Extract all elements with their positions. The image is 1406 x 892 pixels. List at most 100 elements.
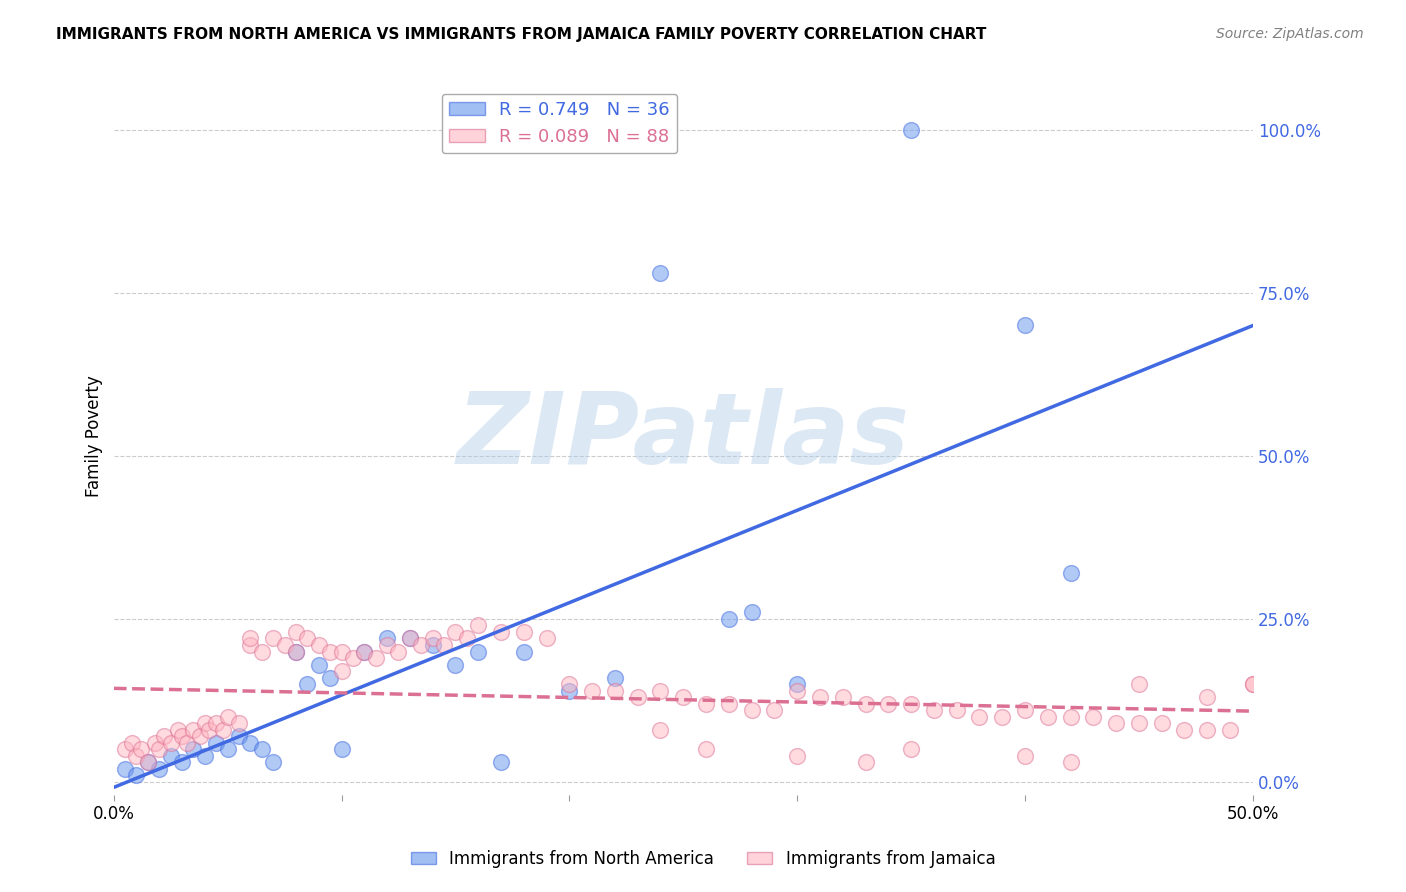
Point xyxy=(650,266,672,280)
Y-axis label: Family Poverty: Family Poverty xyxy=(86,376,103,497)
Point xyxy=(467,644,489,658)
Point xyxy=(159,748,181,763)
Point xyxy=(1014,703,1036,717)
Point xyxy=(170,756,193,770)
Point xyxy=(1173,723,1195,737)
Point xyxy=(262,632,284,646)
Point xyxy=(1014,748,1036,763)
Point xyxy=(330,644,353,658)
Point xyxy=(1014,318,1036,333)
Point xyxy=(273,638,295,652)
Point xyxy=(855,697,877,711)
Point xyxy=(183,723,205,737)
Point xyxy=(1128,716,1150,731)
Point xyxy=(650,723,672,737)
Point xyxy=(411,638,433,652)
Point xyxy=(991,710,1014,724)
Point xyxy=(194,716,217,731)
Text: Source: ZipAtlas.com: Source: ZipAtlas.com xyxy=(1216,27,1364,41)
Point xyxy=(695,742,717,756)
Point xyxy=(176,736,198,750)
Point xyxy=(444,624,467,639)
Point xyxy=(489,756,512,770)
Point xyxy=(166,723,188,737)
Point xyxy=(159,736,181,750)
Point xyxy=(205,716,228,731)
Point xyxy=(786,677,808,691)
Point xyxy=(153,730,176,744)
Point xyxy=(922,703,945,717)
Point xyxy=(170,730,193,744)
Point xyxy=(125,748,148,763)
Point xyxy=(741,606,763,620)
Point xyxy=(808,690,831,705)
Point xyxy=(717,612,740,626)
Point xyxy=(143,736,166,750)
Point xyxy=(1083,710,1105,724)
Point xyxy=(239,632,262,646)
Point xyxy=(422,632,444,646)
Point xyxy=(399,632,422,646)
Point xyxy=(297,632,319,646)
Point xyxy=(228,716,250,731)
Point xyxy=(1241,677,1264,691)
Point xyxy=(627,690,650,705)
Point xyxy=(855,756,877,770)
Point xyxy=(786,748,808,763)
Point xyxy=(1241,677,1264,691)
Point xyxy=(375,632,398,646)
Point xyxy=(353,644,375,658)
Point xyxy=(969,710,991,724)
Point xyxy=(695,697,717,711)
Point xyxy=(1150,716,1173,731)
Point xyxy=(188,730,211,744)
Point xyxy=(262,756,284,770)
Point xyxy=(330,742,353,756)
Point xyxy=(741,703,763,717)
Point xyxy=(194,748,217,763)
Point xyxy=(353,644,375,658)
Point xyxy=(285,624,308,639)
Point xyxy=(717,697,740,711)
Point xyxy=(786,683,808,698)
Point xyxy=(603,683,626,698)
Point xyxy=(831,690,853,705)
Point xyxy=(114,742,136,756)
Point xyxy=(205,736,228,750)
Point xyxy=(387,644,409,658)
Point xyxy=(285,644,308,658)
Legend: R = 0.749   N = 36, R = 0.089   N = 88: R = 0.749 N = 36, R = 0.089 N = 88 xyxy=(441,94,678,153)
Point xyxy=(217,710,239,724)
Point xyxy=(114,762,136,776)
Point xyxy=(513,644,536,658)
Point xyxy=(603,671,626,685)
Point xyxy=(456,632,478,646)
Point xyxy=(1059,710,1081,724)
Point xyxy=(444,657,467,672)
Point xyxy=(513,624,536,639)
Point xyxy=(536,632,558,646)
Point xyxy=(330,664,353,678)
Point xyxy=(763,703,786,717)
Point xyxy=(125,768,148,782)
Point xyxy=(1219,723,1241,737)
Point xyxy=(1197,690,1219,705)
Point xyxy=(467,618,489,632)
Point xyxy=(489,624,512,639)
Point xyxy=(250,644,273,658)
Point xyxy=(198,723,221,737)
Point xyxy=(183,742,205,756)
Point xyxy=(399,632,422,646)
Point xyxy=(228,730,250,744)
Point xyxy=(1197,723,1219,737)
Point xyxy=(900,122,922,136)
Point xyxy=(285,644,308,658)
Point xyxy=(308,657,330,672)
Point xyxy=(212,723,235,737)
Point xyxy=(375,638,398,652)
Point xyxy=(121,736,143,750)
Point xyxy=(342,651,364,665)
Point xyxy=(1059,566,1081,581)
Point xyxy=(900,742,922,756)
Point xyxy=(558,677,581,691)
